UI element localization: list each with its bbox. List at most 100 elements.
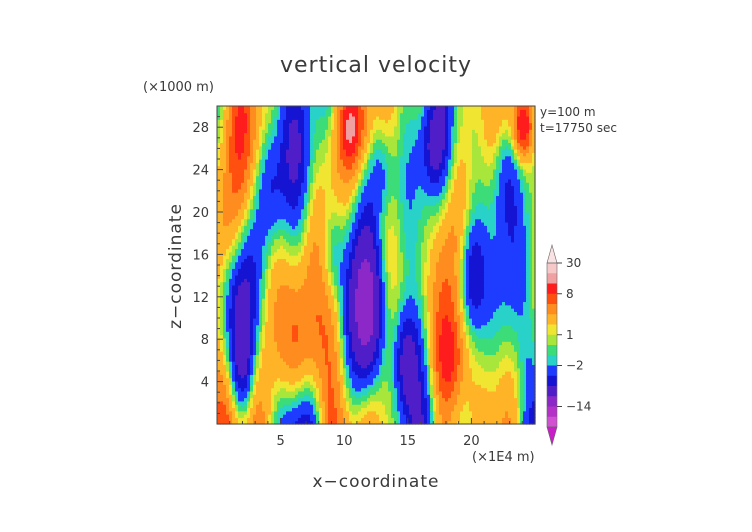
heatmap-cell <box>469 331 473 336</box>
heatmap-cell <box>220 371 224 375</box>
heatmap-cell <box>316 390 320 395</box>
heatmap-cell <box>400 327 404 332</box>
heatmap-cell <box>301 294 305 299</box>
heatmap-cell <box>235 327 239 332</box>
heatmap-cell <box>310 351 314 356</box>
heatmap-cell <box>382 364 386 369</box>
heatmap-cell <box>250 324 254 329</box>
heatmap-cell <box>502 278 506 283</box>
heatmap-cell <box>277 420 281 425</box>
heatmap-cell <box>523 337 527 342</box>
heatmap-cell <box>412 281 416 286</box>
heatmap-cell <box>400 407 404 412</box>
heatmap-cell <box>280 268 284 273</box>
heatmap-cell <box>418 334 422 339</box>
heatmap-cell <box>274 357 278 362</box>
heatmap-cell <box>247 397 251 402</box>
heatmap-cell <box>334 288 338 293</box>
heatmap-cell <box>475 380 479 385</box>
heatmap-cell <box>403 281 407 286</box>
heatmap-cell <box>328 294 332 299</box>
heatmap-cell <box>379 390 383 395</box>
heatmap-cell <box>268 374 272 379</box>
heatmap-cell <box>289 284 293 289</box>
heatmap-cell <box>352 318 356 322</box>
heatmap-cell <box>343 334 347 339</box>
heatmap-cell <box>217 288 221 293</box>
heatmap-cell <box>238 324 242 329</box>
heatmap-cell <box>289 298 293 303</box>
heatmap-cell <box>376 404 380 409</box>
heatmap-cell <box>505 314 509 319</box>
heatmap-cell <box>229 327 233 332</box>
heatmap-cell <box>325 407 329 412</box>
heatmap-cell <box>511 351 515 356</box>
heatmap-cell <box>331 397 335 402</box>
heatmap-cell <box>439 324 443 329</box>
heatmap-cell <box>367 327 371 332</box>
heatmap-cell <box>271 304 275 309</box>
heatmap-cell <box>373 354 377 359</box>
heatmap-cell <box>313 274 317 279</box>
heatmap-cell <box>466 311 470 316</box>
heatmap-cell <box>427 271 431 276</box>
heatmap-cell <box>415 291 419 296</box>
heatmap-cell <box>451 337 455 342</box>
heatmap-cell <box>292 404 296 409</box>
heatmap-cell <box>334 344 338 349</box>
heatmap-cell <box>490 304 494 309</box>
heatmap-cell <box>283 394 287 399</box>
heatmap-cell <box>532 384 536 389</box>
heatmap-cell <box>472 331 476 336</box>
heatmap-cell <box>469 420 473 425</box>
heatmap-cell <box>436 268 440 273</box>
heatmap-cell <box>226 311 230 316</box>
heatmap-cell <box>313 337 317 342</box>
heatmap-cell <box>337 361 341 365</box>
heatmap-cell <box>511 417 515 422</box>
heatmap-cell <box>307 420 311 425</box>
heatmap-cell <box>463 404 467 409</box>
heatmap-cell <box>493 298 497 303</box>
heatmap-cell <box>310 271 314 276</box>
heatmap-cell <box>346 284 350 289</box>
heatmap-cell <box>250 364 254 369</box>
heatmap-cell <box>397 371 401 375</box>
heatmap-cell <box>217 344 221 349</box>
heatmap-cell <box>457 321 461 326</box>
heatmap-cell <box>412 371 416 375</box>
heatmap-cell <box>421 364 425 369</box>
heatmap-cell <box>529 341 533 346</box>
heatmap-cell <box>418 311 422 316</box>
heatmap-cell <box>448 308 452 312</box>
heatmap-cell <box>232 284 236 289</box>
heatmap-cell <box>415 268 419 273</box>
heatmap-cell <box>256 387 260 392</box>
heatmap-cell <box>382 397 386 402</box>
heatmap-cell <box>379 420 383 425</box>
heatmap-cell <box>310 288 314 293</box>
heatmap-cell <box>289 420 293 425</box>
heatmap-cell <box>445 291 449 296</box>
heatmap-cell <box>280 334 284 339</box>
heatmap-cell <box>355 331 359 336</box>
heatmap-cell <box>370 321 374 326</box>
heatmap-cell <box>442 318 446 322</box>
heatmap-cell <box>445 361 449 365</box>
heatmap-cell <box>319 291 323 296</box>
heatmap-cell <box>253 284 257 289</box>
heatmap-cell <box>508 311 512 316</box>
heatmap-cell <box>319 298 323 303</box>
heatmap-cell <box>502 337 506 342</box>
heatmap-cell <box>268 407 272 412</box>
heatmap-cell <box>241 377 245 382</box>
heatmap-cell <box>238 308 242 312</box>
heatmap-cell <box>526 420 530 425</box>
heatmap-cell <box>358 268 362 273</box>
heatmap-cell <box>280 324 284 329</box>
heatmap-cell <box>400 404 404 409</box>
heatmap-cell <box>451 268 455 273</box>
heatmap-cell <box>298 384 302 389</box>
heatmap-cell <box>355 384 359 389</box>
heatmap-cell <box>349 268 353 273</box>
